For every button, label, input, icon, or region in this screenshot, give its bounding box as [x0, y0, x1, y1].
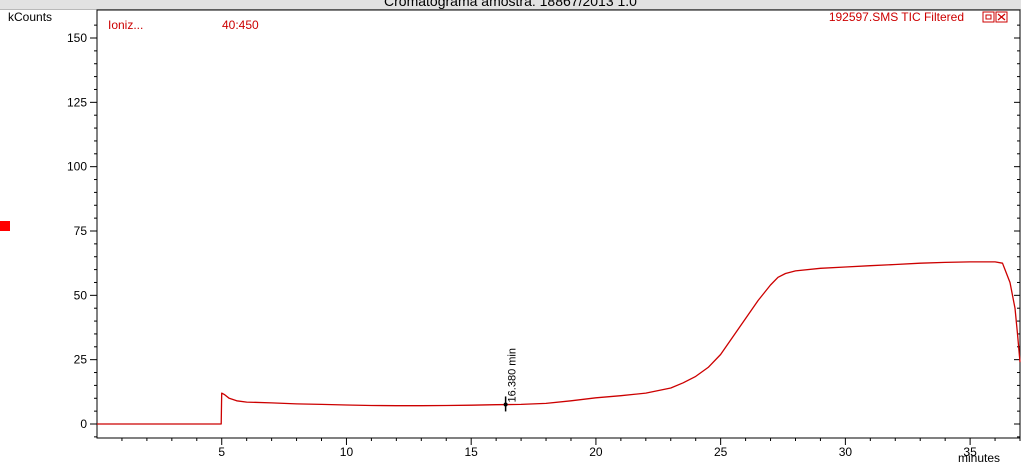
close-icon — [997, 13, 1006, 21]
x-tick-label: 30 — [839, 445, 853, 459]
trace-color-marker — [0, 221, 10, 231]
restore-button[interactable] — [982, 11, 995, 23]
x-tick-label: 15 — [465, 445, 479, 459]
close-button[interactable] — [995, 11, 1008, 23]
x-axis-title: minutes — [958, 451, 1000, 465]
y-tick-label: 75 — [74, 224, 88, 238]
y-tick-label: 25 — [74, 353, 88, 367]
y-tick-label: 0 — [80, 417, 87, 431]
peak-label: 16.380 min — [507, 348, 519, 402]
x-tick-label: 10 — [340, 445, 354, 459]
plot-frame — [96, 9, 1021, 439]
window-title: Cromatograma amostra: 18867/2013 1.0 — [384, 0, 637, 9]
y-tick-label: 50 — [74, 288, 88, 302]
y-tick-label: 100 — [67, 160, 87, 174]
x-tick-label: 35 — [963, 445, 977, 459]
ionization-label: Ioniz... — [108, 18, 143, 32]
trace-name-label: 192597.SMS TIC Filtered — [829, 10, 964, 24]
x-tick-label: 5 — [218, 445, 225, 459]
y-axis-title: kCounts — [8, 10, 52, 24]
x-tick-label: 25 — [714, 445, 728, 459]
y-tick-label: 125 — [67, 95, 87, 109]
tic-trace-line — [97, 261, 1021, 425]
mass-range-label: 40:450 — [222, 18, 259, 32]
restore-icon — [985, 14, 992, 20]
peak-point — [503, 402, 508, 407]
y-tick-label: 150 — [67, 31, 87, 45]
x-tick-label: 20 — [589, 445, 603, 459]
